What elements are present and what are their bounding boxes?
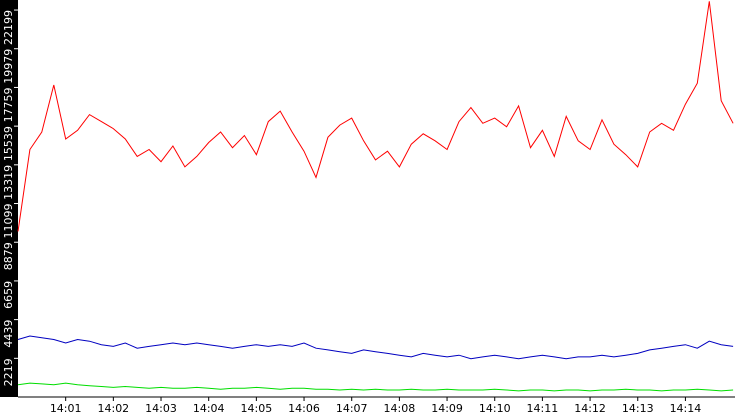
y-tick-label: 4439	[2, 320, 15, 348]
x-tick-label: 14:02	[97, 402, 129, 415]
x-tick-label: 14:14	[670, 402, 702, 415]
y-tick-label: 19979	[2, 49, 15, 84]
x-tick-label: 14:06	[288, 402, 320, 415]
x-tick-label: 14:12	[574, 402, 606, 415]
x-tick-label: 14:01	[50, 402, 82, 415]
y-tick-label: 15539	[2, 126, 15, 161]
y-tick-label: 2219	[2, 358, 15, 386]
y-tick-label: 13319	[2, 165, 15, 200]
y-tick-label: 8879	[2, 242, 15, 270]
x-tick-label: 14:04	[193, 402, 225, 415]
x-tick-label: 14:05	[241, 402, 273, 415]
y-tick-label: 6659	[2, 281, 15, 309]
y-tick-label: 11099	[2, 204, 15, 239]
series-line	[17, 1, 734, 232]
x-tick-label: 14:07	[336, 402, 368, 415]
x-tick-label: 14:11	[527, 402, 559, 415]
x-tick-label: 14:03	[145, 402, 177, 415]
y-axis-strip	[0, 0, 18, 397]
y-tick-label: 17759	[2, 87, 15, 122]
y-tick-label: 22199	[2, 10, 15, 45]
x-tick-label: 14:13	[622, 402, 654, 415]
series-line	[17, 335, 734, 360]
series-line	[17, 382, 734, 392]
x-tick-label: 14:10	[479, 402, 511, 415]
x-tick-label: 14:08	[384, 402, 416, 415]
x-tick-label: 14:09	[431, 402, 463, 415]
